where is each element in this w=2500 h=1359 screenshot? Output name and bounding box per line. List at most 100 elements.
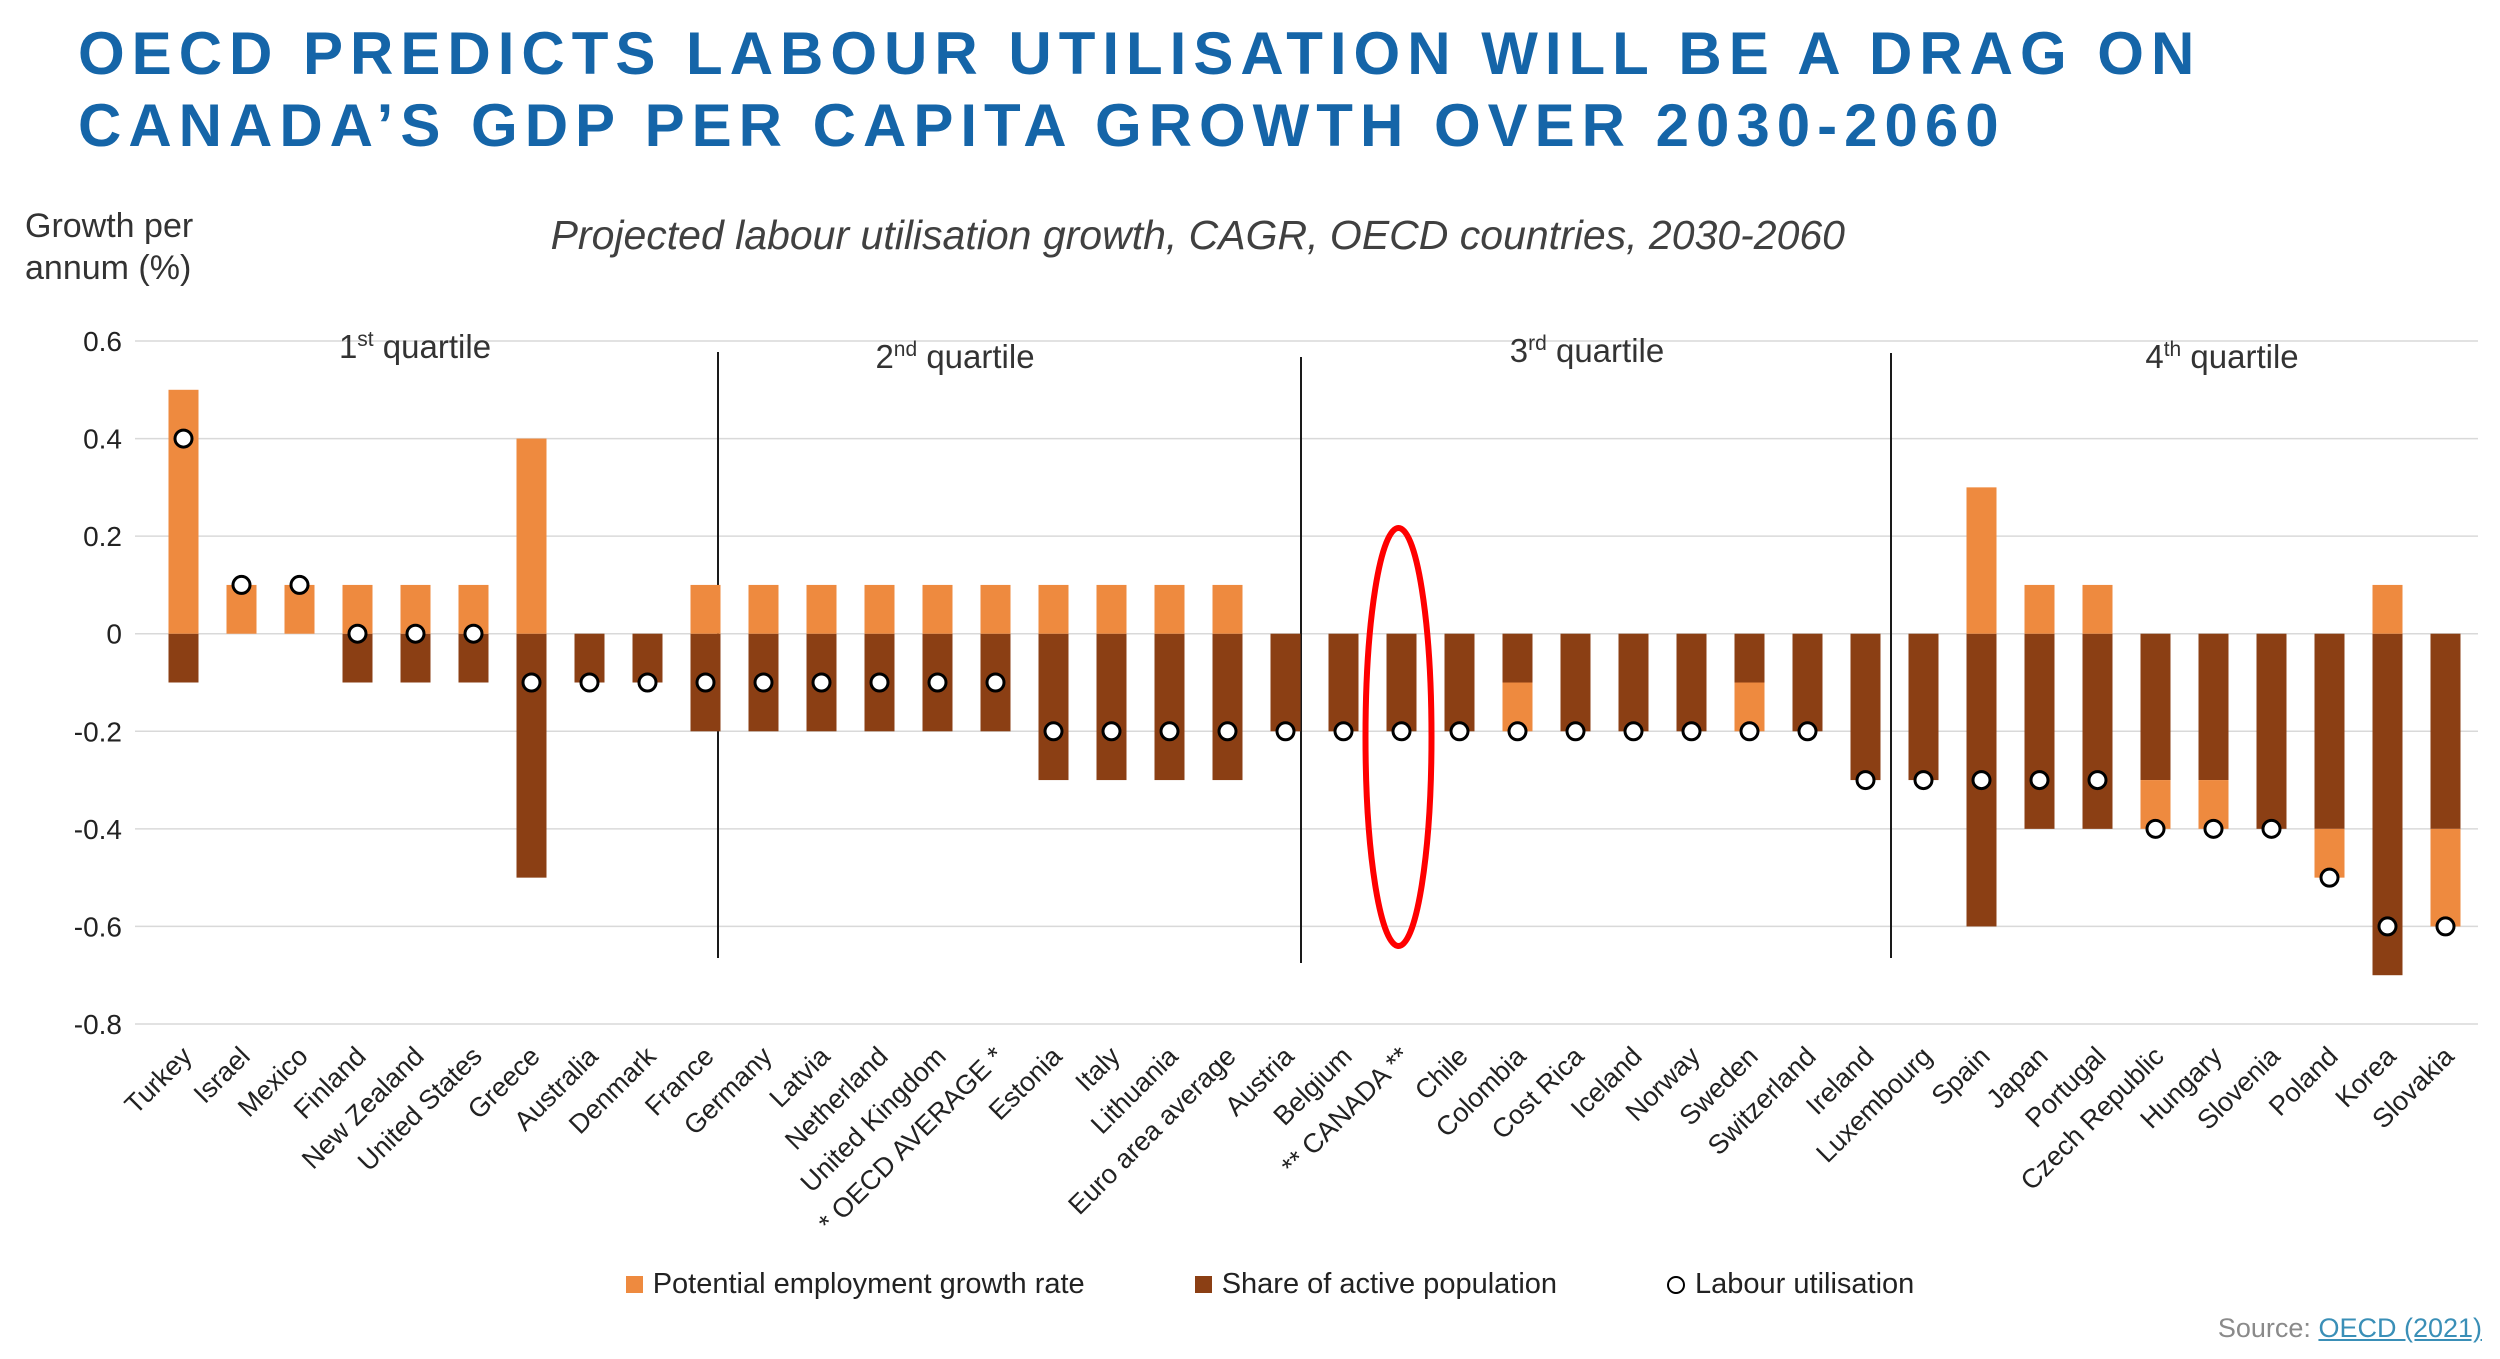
point-labour-utilisation bbox=[2029, 770, 2050, 791]
bar-share-of-active-population bbox=[1096, 633, 1127, 781]
bar-share-of-active-population bbox=[1270, 633, 1301, 732]
bar-share-of-active-population bbox=[1560, 633, 1591, 732]
highlight-ellipse bbox=[1362, 525, 1435, 949]
bar-share-of-active-population bbox=[2198, 633, 2229, 781]
chart-legend: Potential employment growth rate Share o… bbox=[0, 1268, 2500, 1301]
source-link[interactable]: OECD (2021) bbox=[2318, 1313, 2482, 1343]
point-labour-utilisation bbox=[2319, 867, 2340, 888]
title-line-2: CANADA’S GDP PER CAPITA GROWTH OVER 2030… bbox=[78, 92, 2006, 159]
source-note: Source: OECD (2021) bbox=[2218, 1313, 2482, 1344]
y-tick-label: -0.8 bbox=[74, 1009, 122, 1040]
point-labour-utilisation bbox=[347, 623, 368, 644]
bar-potential-employment bbox=[748, 584, 779, 634]
point-labour-utilisation bbox=[2261, 818, 2282, 839]
point-labour-utilisation bbox=[579, 672, 600, 693]
bar-potential-employment bbox=[1154, 584, 1185, 634]
bar-potential-employment bbox=[2372, 584, 2403, 634]
bar-potential-employment bbox=[2430, 828, 2461, 927]
x-tick-label: Turkey bbox=[119, 1041, 198, 1120]
y-tick-label: 0 bbox=[106, 619, 122, 650]
point-labour-utilisation bbox=[695, 672, 716, 693]
bar-share-of-active-population bbox=[1734, 633, 1765, 683]
point-labour-utilisation bbox=[1507, 721, 1528, 742]
point-labour-utilisation bbox=[1043, 721, 1064, 742]
bar-share-of-active-population bbox=[1328, 633, 1359, 732]
point-labour-utilisation bbox=[1623, 721, 1644, 742]
point-labour-utilisation bbox=[2087, 770, 2108, 791]
bar-share-of-active-population bbox=[1502, 633, 1533, 683]
bar-share-of-active-population bbox=[516, 633, 547, 878]
point-labour-utilisation bbox=[1391, 721, 1412, 742]
quartile-label: 4th quartile bbox=[2145, 338, 2298, 375]
bar-share-of-active-population bbox=[1618, 633, 1649, 732]
bar-share-of-active-population bbox=[2024, 633, 2055, 829]
bar-share-of-active-population bbox=[1444, 633, 1475, 732]
bar-share-of-active-population bbox=[2082, 633, 2113, 829]
point-labour-utilisation bbox=[173, 428, 194, 449]
bar-share-of-active-population bbox=[2314, 633, 2345, 829]
point-labour-utilisation bbox=[927, 672, 948, 693]
point-labour-utilisation bbox=[1217, 721, 1238, 742]
bar-share-of-active-population bbox=[1792, 633, 1823, 732]
y-axis-label: Growth per annum (%) bbox=[25, 205, 193, 289]
quartile-label: 2nd quartile bbox=[875, 338, 1034, 375]
bar-potential-employment bbox=[1212, 584, 1243, 634]
bar-potential-employment bbox=[1966, 487, 1997, 634]
point-labour-utilisation bbox=[1449, 721, 1470, 742]
point-labour-utilisation bbox=[1101, 721, 1122, 742]
legend-item-utilisation: Labour utilisation bbox=[1627, 1268, 1914, 1301]
point-labour-utilisation bbox=[1971, 770, 1992, 791]
bar-potential-employment bbox=[980, 584, 1011, 634]
bar-share-of-active-population bbox=[1386, 633, 1417, 732]
point-labour-utilisation bbox=[1159, 721, 1180, 742]
bar-share-of-active-population bbox=[1908, 633, 1939, 781]
legend-label-potential: Potential employment growth rate bbox=[652, 1268, 1085, 1300]
x-tick-label: Spain bbox=[1926, 1041, 1996, 1111]
bar-potential-employment bbox=[2082, 584, 2113, 634]
bar-potential-employment bbox=[806, 584, 837, 634]
bar-potential-employment bbox=[1038, 584, 1069, 634]
point-labour-utilisation bbox=[753, 672, 774, 693]
legend-label-utilisation: Labour utilisation bbox=[1695, 1268, 1915, 1300]
point-labour-utilisation bbox=[637, 672, 658, 693]
bar-share-of-active-population bbox=[2256, 633, 2287, 829]
bar-share-of-active-population bbox=[168, 633, 199, 683]
legend-item-potential: Potential employment growth rate bbox=[586, 1268, 1085, 1301]
bar-potential-employment bbox=[690, 584, 721, 634]
bar-share-of-active-population bbox=[1038, 633, 1069, 781]
bar-share-of-active-population bbox=[1676, 633, 1707, 732]
point-labour-utilisation bbox=[811, 672, 832, 693]
y-axis-label-line-2: annum (%) bbox=[25, 249, 192, 287]
bar-potential-employment bbox=[168, 389, 199, 634]
chart-subtitle: Projected labour utilisation growth, CAG… bbox=[550, 212, 1845, 258]
bar-potential-employment bbox=[2024, 584, 2055, 634]
point-labour-utilisation bbox=[2377, 916, 2398, 937]
point-labour-utilisation bbox=[1681, 721, 1702, 742]
quartile-label: 3rd quartile bbox=[1510, 332, 1664, 369]
bar-share-of-active-population bbox=[2430, 633, 2461, 829]
bar-share-of-active-population bbox=[1154, 633, 1185, 781]
point-labour-utilisation bbox=[1739, 721, 1760, 742]
point-labour-utilisation bbox=[463, 623, 484, 644]
legend-label-share: Share of active population bbox=[1221, 1268, 1558, 1300]
point-labour-utilisation bbox=[231, 574, 252, 595]
bar-potential-employment bbox=[516, 438, 547, 634]
legend-marker-utilisation bbox=[1667, 1275, 1686, 1294]
y-tick-label: -0.6 bbox=[74, 911, 122, 942]
point-labour-utilisation bbox=[869, 672, 890, 693]
bar-potential-employment bbox=[1096, 584, 1127, 634]
point-labour-utilisation bbox=[1333, 721, 1354, 742]
source-prefix: Source: bbox=[2217, 1313, 2319, 1343]
bar-share-of-active-population bbox=[1850, 633, 1881, 781]
point-labour-utilisation bbox=[2145, 818, 2166, 839]
point-labour-utilisation bbox=[1855, 770, 1876, 791]
point-labour-utilisation bbox=[985, 672, 1006, 693]
title-line-1: OECD PREDICTS LABOUR UTILISATION WILL BE… bbox=[78, 20, 2202, 87]
y-axis-label-line-1: Growth per bbox=[25, 207, 194, 245]
y-tick-label: -0.2 bbox=[74, 716, 122, 747]
bar-potential-employment bbox=[864, 584, 895, 634]
bar-potential-employment bbox=[922, 584, 953, 634]
y-tick-label: 0.4 bbox=[83, 424, 122, 455]
point-labour-utilisation bbox=[1797, 721, 1818, 742]
